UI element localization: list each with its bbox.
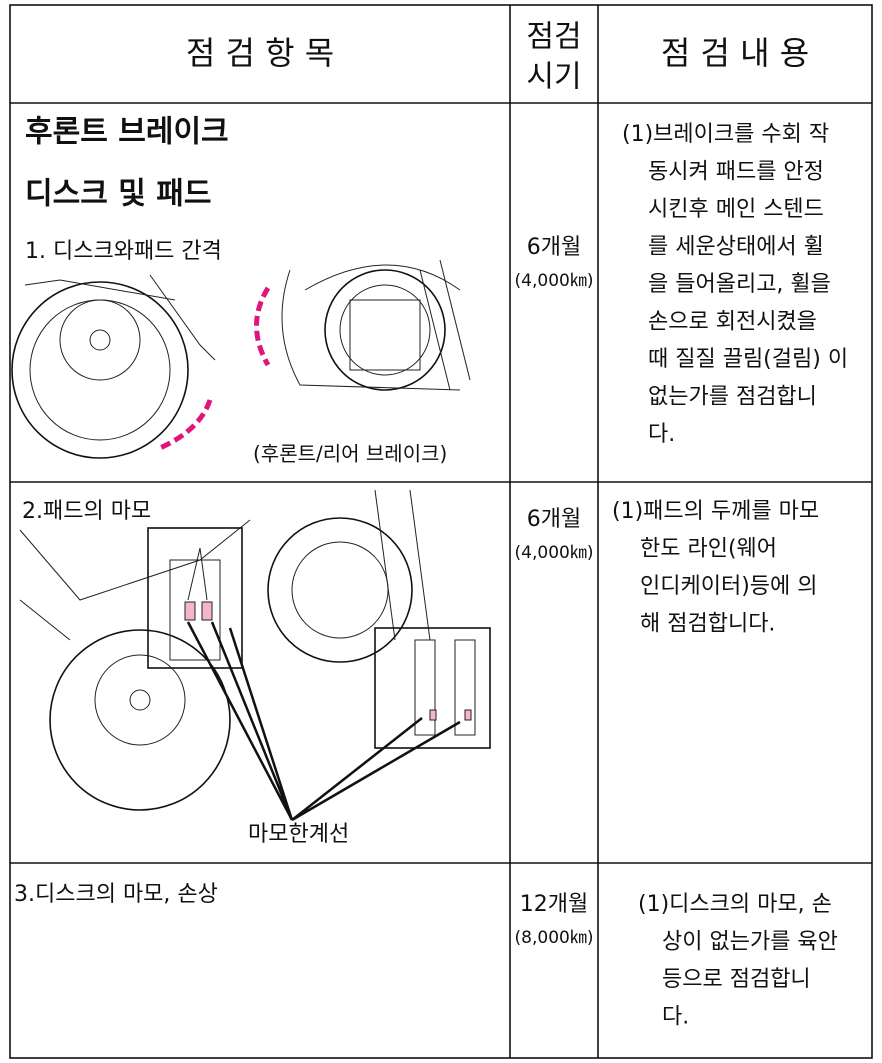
- header-period: 시기: [526, 60, 581, 95]
- caption: (후론트/리어 브레이크): [253, 442, 447, 466]
- content-line: (1)브레이크를 수회 작: [622, 122, 829, 147]
- row-title: 후론트 브레이크: [25, 115, 229, 150]
- row-label: 2.패드의 마모: [22, 499, 151, 524]
- content-line: 없는가를 점검합니: [648, 385, 817, 410]
- header-item: 점 검 항 목: [186, 34, 334, 72]
- content-line: 동시켜 패드를 안정: [648, 160, 824, 185]
- row-title: 디스크 및 패드: [25, 177, 212, 212]
- content-line: 를 세운상태에서 휠: [648, 235, 824, 260]
- pad-wear-illustration: [19, 489, 491, 822]
- content-line: 시킨후 메인 스텐드: [648, 197, 824, 222]
- period: 6개월: [527, 235, 581, 260]
- content-line: 등으로 점검합니: [662, 967, 811, 992]
- period: 6개월: [527, 507, 581, 532]
- row-label: 3.디스크의 마모, 손상: [14, 882, 218, 907]
- content-line: 한도 라인(웨어: [640, 537, 777, 562]
- distance: (4,000㎞): [515, 543, 594, 563]
- content-line: 해 점검합니다.: [640, 612, 775, 637]
- caption: 마모한계선: [248, 822, 349, 847]
- distance: (4,000㎞): [515, 271, 594, 291]
- header-period: 점검: [526, 20, 581, 55]
- content-line: 인디케이터)등에 의: [640, 574, 818, 599]
- content-line: 다.: [662, 1005, 689, 1030]
- period: 12개월: [520, 892, 588, 917]
- content-line: 때 질질 끌림(걸림) 이: [648, 347, 848, 372]
- content-line: (1)디스크의 마모, 손: [638, 892, 832, 917]
- row-label: 1. 디스크와패드 간격: [25, 239, 222, 264]
- table-frame: [9, 4, 873, 1059]
- content-line: 을 들어올리고, 휠을: [648, 272, 831, 297]
- content-line: 손으로 회전시켰을: [648, 310, 817, 335]
- header-content: 점 검 내 용: [661, 34, 809, 72]
- content-line: (1)패드의 두께를 마모: [612, 499, 819, 524]
- content-line: 다.: [648, 422, 675, 447]
- content-line: 상이 없는가를 육안: [662, 930, 838, 955]
- distance: (8,000㎞): [515, 928, 594, 948]
- brake-illustration: [11, 259, 471, 459]
